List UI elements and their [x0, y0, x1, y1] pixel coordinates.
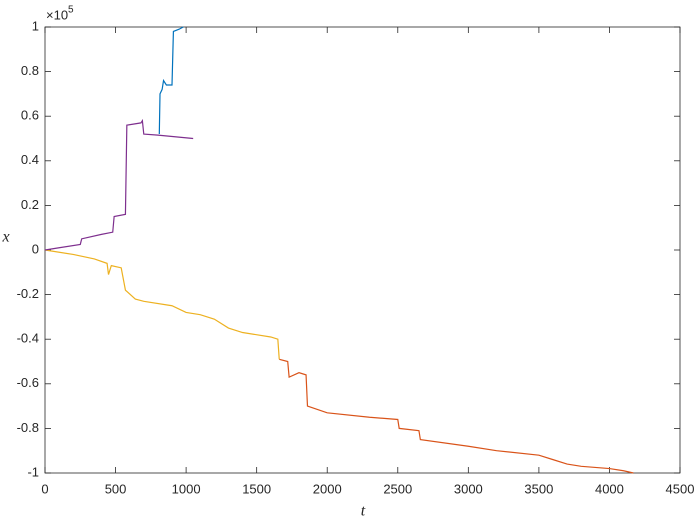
- y-tick-label: 1: [32, 18, 39, 33]
- x-tick-label: 2500: [383, 481, 412, 496]
- y-tick-label: -0.2: [17, 286, 39, 301]
- y-exponent: 5: [68, 5, 74, 16]
- x-tick-label: 3500: [524, 481, 553, 496]
- x-tick-label: 4500: [666, 481, 695, 496]
- y-tick-label: -0.8: [17, 420, 39, 435]
- series-line: [158, 26, 184, 135]
- y-tick-label: 0.6: [21, 108, 39, 123]
- x-tick-label: 4000: [595, 481, 624, 496]
- y-axis-label: x: [1, 229, 9, 246]
- y-exponent-base: ×10: [46, 7, 68, 22]
- y-tick-label: -0.6: [17, 375, 39, 390]
- x-axis-label: t: [361, 503, 366, 520]
- y-tick-label: 0: [32, 241, 39, 256]
- x-tick-label: 0: [41, 481, 48, 496]
- y-tick-label: -0.4: [17, 331, 39, 346]
- x-tick-label: 500: [105, 481, 127, 496]
- y-tick-label: -1: [27, 464, 39, 479]
- x-tick-label: 1000: [172, 481, 201, 496]
- series-line: [44, 118, 194, 251]
- series-line: [279, 358, 634, 474]
- x-tick-label: 3000: [454, 481, 483, 496]
- y-tick-label: 0.2: [21, 197, 39, 212]
- x-tick-label: 1500: [242, 481, 271, 496]
- x-tick-label: 2000: [313, 481, 342, 496]
- series-line: [44, 249, 280, 360]
- y-tick-label: 0.8: [21, 63, 39, 78]
- y-tick-label: 0.4: [21, 152, 39, 167]
- plot-area: [44, 26, 681, 474]
